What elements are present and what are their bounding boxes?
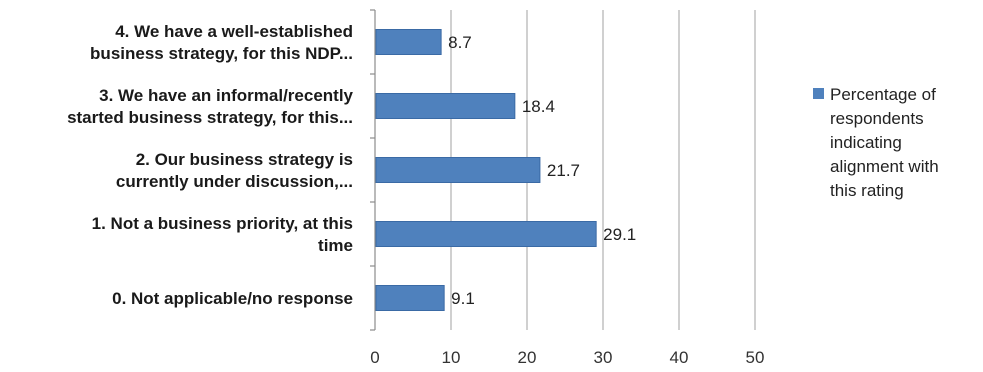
data-label: 18.4 <box>522 97 555 116</box>
category-label: time <box>318 236 353 255</box>
legend-swatch <box>813 88 824 99</box>
bars: 9.1 29.1 21.7 18.4 8.7 <box>375 29 636 311</box>
category-labels: 0. Not applicable/no response 1. Not a bu… <box>67 22 353 308</box>
bar <box>375 285 445 311</box>
x-tick-label: 20 <box>518 348 537 367</box>
x-tick-label: 40 <box>670 348 689 367</box>
data-label: 29.1 <box>603 225 636 244</box>
bar <box>375 221 597 247</box>
x-tick-label: 0 <box>370 348 379 367</box>
data-label: 8.7 <box>448 33 472 52</box>
category-label: business strategy, for this NDP... <box>90 44 353 63</box>
data-label: 9.1 <box>451 289 475 308</box>
category-label: currently under discussion,... <box>116 172 353 191</box>
gridlines <box>450 10 756 330</box>
bar <box>375 29 442 55</box>
category-label: 1. Not a business priority, at this <box>92 214 353 233</box>
legend-label: indicating <box>830 133 902 152</box>
category-label: 3. We have an informal/recently <box>99 86 353 105</box>
data-label: 21.7 <box>547 161 580 180</box>
category-label: 0. Not applicable/no response <box>112 289 353 308</box>
axes: 0 10 20 30 40 50 <box>370 9 765 367</box>
x-tick-label: 10 <box>442 348 461 367</box>
legend: Percentage of respondents indicating alignm… <box>813 85 939 200</box>
x-tick-label: 50 <box>746 348 765 367</box>
x-tick-label: 30 <box>594 348 613 367</box>
category-label: 4. We have a well-established <box>115 22 353 41</box>
legend-label: this rating <box>830 181 904 200</box>
legend-label: respondents <box>830 109 924 128</box>
bar <box>375 93 516 119</box>
category-label: started business strategy, for this... <box>67 108 353 127</box>
category-label: 2. Our business strategy is <box>136 150 353 169</box>
legend-label: Percentage of <box>830 85 936 104</box>
legend-label: alignment with <box>830 157 939 176</box>
bar <box>375 157 541 183</box>
